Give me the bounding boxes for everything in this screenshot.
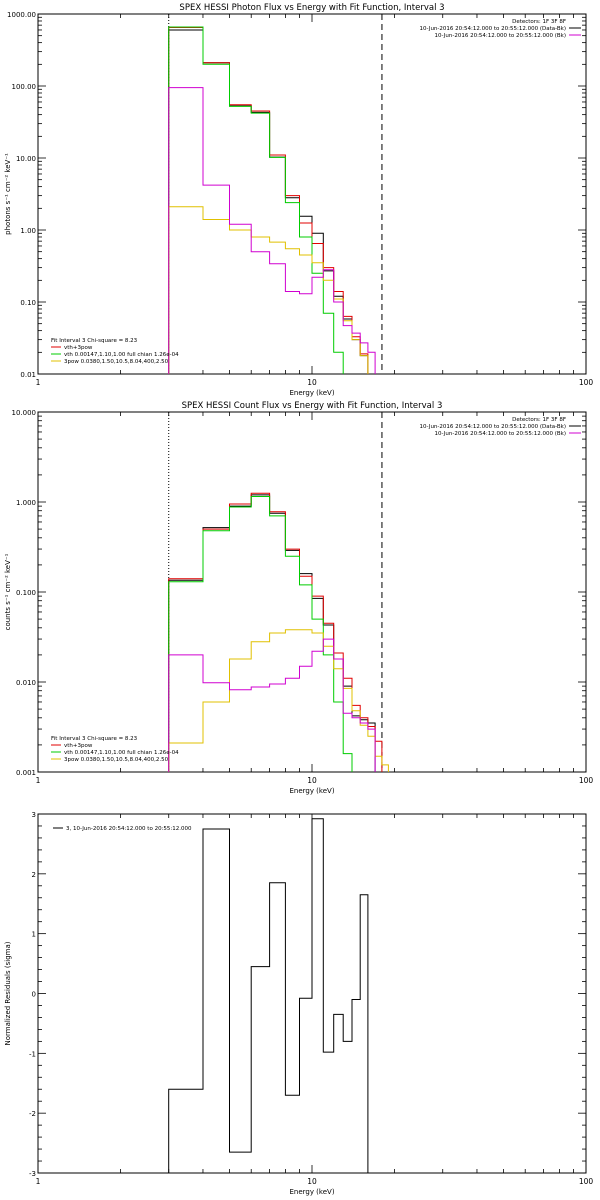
series-vth	[168, 496, 353, 772]
legend-fit-entry: 3pow 0.0380,1.50,10.5,8.04,400,2.50	[64, 359, 169, 365]
y-tick-label: -1	[29, 1050, 36, 1058]
series-bk	[168, 638, 376, 772]
legend-fit-entry: 3pow 0.0380,1.50,10.5,8.04,400,2.50	[64, 757, 169, 763]
x-tick-label: 10	[307, 1177, 317, 1186]
chart-panel-2: SPEX HESSI Count Flux vs Energy with Fit…	[4, 401, 593, 795]
series-data-bk	[168, 29, 369, 374]
series-3-10-jun-2016-20-54-12-000-to-20-55-12-000	[168, 818, 369, 1173]
x-axis: 1 10 100	[36, 14, 594, 387]
x-tick-label: 1	[36, 776, 41, 785]
x-tick-label: 100	[579, 378, 594, 387]
x-axis-label: Energy (keV)	[289, 1188, 334, 1196]
y-tick-label: 3	[32, 811, 36, 819]
x-tick-label: 1	[36, 378, 41, 387]
x-tick-label: 100	[579, 1177, 594, 1186]
plot-frame	[37, 13, 587, 375]
chart-title: SPEX HESSI Count Flux vs Energy with Fit…	[182, 401, 443, 411]
chart-panel-1: SPEX HESSI Photon Flux vs Energy with Fi…	[4, 3, 593, 397]
y-axis: 0.001 0.010 0.100 1.000 10.000	[12, 409, 586, 777]
y-tick-label: 0.10	[20, 299, 36, 307]
y-tick-label: -2	[29, 1110, 36, 1118]
legend-fit-entry: vth 0.00147,1.10,1.00 full chian 1.26e-0…	[64, 750, 179, 756]
legend-line: 10-Jun-2016 20:54:12.000 to 20:55:12.000…	[434, 431, 566, 437]
legend-fit-entry: vth+3pow	[64, 345, 93, 351]
legend-fit-entry: vth 0.00147,1.10,1.00 full chian 1.26e-0…	[64, 352, 179, 358]
y-tick-label: 100.00	[12, 83, 37, 91]
legend-line: Detectors: 1F 3F 8F	[512, 417, 566, 423]
y-axis-label: photons s⁻¹ cm⁻² keV⁻¹	[4, 153, 12, 235]
legend: 3, 10-Jun-2016 20:54:12.000 to 20:55:12.…	[53, 826, 192, 832]
x-tick-label: 10	[307, 378, 317, 387]
y-tick-label: 0.001	[16, 769, 36, 777]
y-axis: -3 -2 -1 0 1 2 3	[29, 811, 586, 1178]
series-vth-3pow	[168, 27, 369, 374]
x-tick-label: 100	[579, 776, 594, 785]
y-tick-label: 1	[32, 931, 36, 939]
x-axis-label: Energy (keV)	[289, 787, 334, 795]
series-vth	[168, 26, 344, 374]
legend-line: 10-Jun-2016 20:54:12.000 to 20:55:12.000…	[420, 26, 566, 32]
y-tick-label: 10.000	[12, 409, 37, 417]
legend-entry: 3, 10-Jun-2016 20:54:12.000 to 20:55:12.…	[66, 826, 192, 832]
x-tick-label: 1	[36, 1177, 41, 1186]
y-tick-label: 0.01	[20, 371, 36, 379]
series-bk	[168, 87, 376, 374]
series-3pow	[168, 206, 369, 374]
legend-line: Detectors: 1F 3F 8F	[512, 19, 566, 25]
series-vth-3pow	[168, 492, 383, 772]
y-tick-label: 1.000	[16, 499, 36, 507]
chart-title: SPEX HESSI Photon Flux vs Energy with Fi…	[179, 3, 444, 13]
chart-panel-3: 1 10 100 Energy (keV) -3 -2 -1 0 1 2 3 Normalized R…	[4, 811, 593, 1196]
y-tick-label: 1000.00	[7, 11, 36, 19]
y-axis-label: Normalized Residuals (sigma)	[4, 941, 12, 1045]
y-tick-label: 1.00	[20, 227, 36, 235]
y-tick-label: 0.100	[16, 589, 36, 597]
x-tick-label: 10	[307, 776, 317, 785]
x-axis: 1 10 100	[36, 814, 594, 1186]
legend-fit-header: Fit Interval 3 Chi-square = 8.23	[51, 338, 138, 344]
y-axis-label: counts s⁻¹ cm⁻² keV⁻¹	[4, 553, 12, 630]
y-tick-label: -3	[29, 1170, 36, 1178]
y-tick-label: 0	[32, 991, 36, 999]
legend-fit: Fit Interval 3 Chi-square = 8.23vth+3pow…	[51, 736, 179, 763]
y-tick-label: 2	[32, 871, 36, 879]
legend-fit: Fit Interval 3 Chi-square = 8.23vth+3pow…	[51, 338, 179, 365]
legend-fit-header: Fit Interval 3 Chi-square = 8.23	[51, 736, 138, 742]
series-3pow	[168, 629, 389, 772]
legend-line: 10-Jun-2016 20:54:12.000 to 20:55:12.000…	[420, 424, 566, 430]
legend-fit-entry: vth+3pow	[64, 743, 93, 749]
y-tick-label: 10.00	[16, 155, 36, 163]
y-axis: 0.01 0.10 1.00 10.00 100.00 1000.00	[7, 11, 586, 379]
legend-line: 10-Jun-2016 20:54:12.000 to 20:55:12.000…	[434, 33, 566, 39]
y-tick-label: 0.010	[16, 679, 36, 687]
x-axis-label: Energy (keV)	[289, 389, 334, 397]
